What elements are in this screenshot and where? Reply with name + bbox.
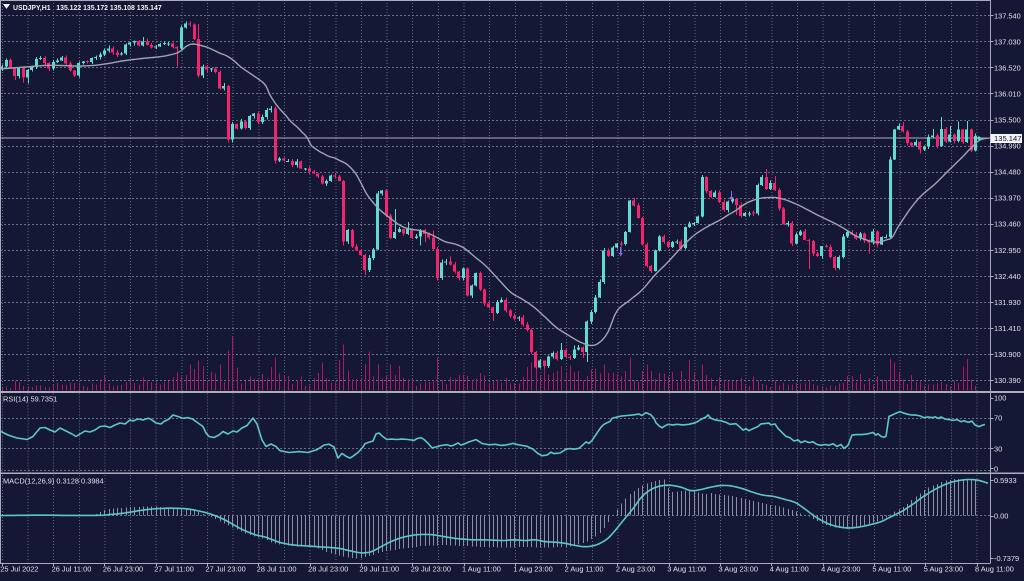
svg-text:3 Aug 23:00: 3 Aug 23:00: [719, 565, 758, 574]
svg-text:27 Jul 11:00: 27 Jul 11:00: [154, 565, 194, 574]
svg-text:8 Aug 11:00: 8 Aug 11:00: [975, 565, 1014, 574]
svg-text:5 Aug 11:00: 5 Aug 11:00: [872, 565, 911, 574]
svg-text:0: 0: [994, 465, 998, 474]
svg-text:131.410: 131.410: [994, 324, 1021, 333]
svg-text:130.900: 130.900: [994, 350, 1021, 359]
svg-text:133.460: 133.460: [994, 220, 1021, 229]
svg-text:1 Aug 11:00: 1 Aug 11:00: [462, 565, 501, 574]
svg-text:131.930: 131.930: [994, 298, 1021, 307]
svg-text:132.950: 132.950: [994, 246, 1021, 255]
svg-text:5 Aug 23:00: 5 Aug 23:00: [924, 565, 963, 574]
svg-text:133.970: 133.970: [994, 194, 1021, 203]
svg-text:135.147: 135.147: [994, 134, 1021, 143]
svg-text:70: 70: [994, 414, 1002, 423]
svg-text:25 Jul 2022: 25 Jul 2022: [0, 565, 38, 574]
svg-text:130.390: 130.390: [994, 376, 1021, 385]
svg-text:136.010: 136.010: [994, 90, 1021, 99]
svg-text:0.00: 0.00: [994, 512, 1008, 521]
svg-text:29 Jul 11:00: 29 Jul 11:00: [359, 565, 399, 574]
svg-text:134.480: 134.480: [994, 168, 1021, 177]
svg-text:137.030: 137.030: [994, 37, 1021, 46]
svg-text:RSI(14) 59.7351: RSI(14) 59.7351: [3, 395, 57, 404]
svg-text:28 Jul 23:00: 28 Jul 23:00: [308, 565, 348, 574]
svg-text:3 Aug 11:00: 3 Aug 11:00: [667, 565, 706, 574]
svg-text:MACD(12,26,9) 0.3128 0.3984: MACD(12,26,9) 0.3128 0.3984: [3, 477, 104, 486]
svg-text:134.990: 134.990: [994, 142, 1021, 151]
svg-text:27 Jul 23:00: 27 Jul 23:00: [206, 565, 246, 574]
svg-text:0.5933: 0.5933: [994, 476, 1017, 485]
svg-text:29 Jul 23:00: 29 Jul 23:00: [411, 565, 451, 574]
svg-text:100: 100: [994, 394, 1006, 403]
svg-text:137.540: 137.540: [994, 11, 1021, 20]
svg-text:2 Aug 23:00: 2 Aug 23:00: [616, 565, 655, 574]
svg-text:USDJPY,H1 135.122 135.172 13: USDJPY,H1 135.122 135.172 135.108 135.14…: [13, 5, 162, 12]
svg-text:28 Jul 11:00: 28 Jul 11:00: [257, 565, 297, 574]
svg-text:30: 30: [994, 445, 1002, 454]
svg-text:-0.7379: -0.7379: [994, 554, 1019, 563]
svg-text:4 Aug 11:00: 4 Aug 11:00: [770, 565, 809, 574]
svg-text:132.440: 132.440: [994, 272, 1021, 281]
svg-text:135.500: 135.500: [994, 116, 1021, 125]
svg-text:1 Aug 23:00: 1 Aug 23:00: [513, 565, 552, 574]
svg-text:26 Jul 11:00: 26 Jul 11:00: [52, 565, 92, 574]
svg-text:4 Aug 23:00: 4 Aug 23:00: [821, 565, 860, 574]
svg-text:2 Aug 11:00: 2 Aug 11:00: [565, 565, 604, 574]
svg-text:26 Jul 23:00: 26 Jul 23:00: [103, 565, 143, 574]
svg-text:136.520: 136.520: [994, 63, 1021, 72]
